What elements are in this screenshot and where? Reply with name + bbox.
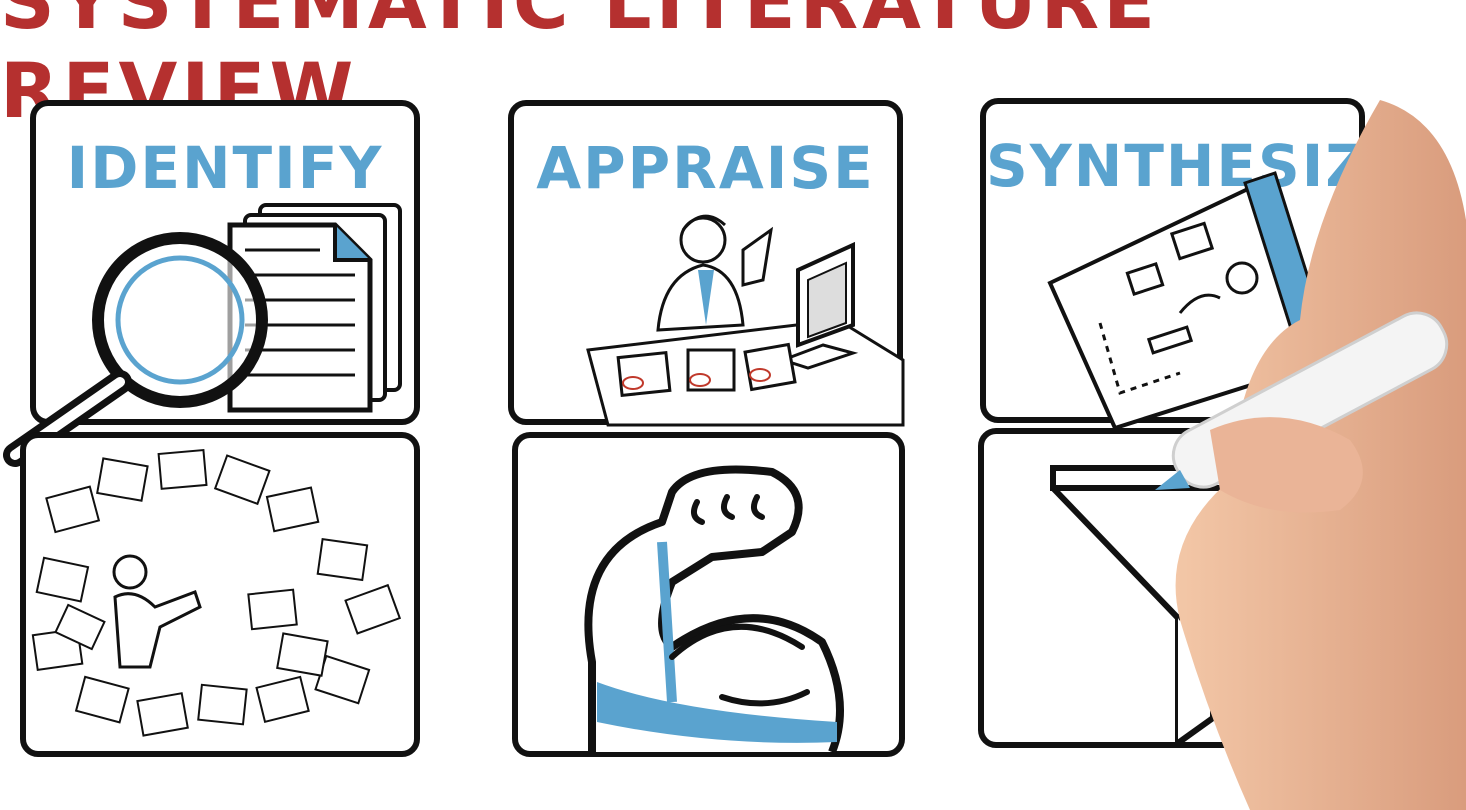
strength-panel: [512, 432, 905, 757]
identify-label: IDENTIFY: [66, 134, 384, 202]
reviewer-at-desk-icon: [586, 214, 905, 427]
synthesize-panel: SYNTHESIZE: [980, 98, 1409, 431]
paper-overload-panel: [20, 432, 420, 757]
hand-with-marker-icon: [1155, 100, 1466, 810]
identify-panel: IDENTIFY: [3, 100, 420, 467]
appraise-panel: APPRAISE: [508, 100, 905, 427]
magnifier-documents-icon: [3, 203, 402, 467]
paper-pile-icon: [31, 448, 402, 737]
appraise-label: APPRAISE: [536, 134, 875, 202]
diagram-title: SYSTEMATIC LITERATURE REVIEW: [0, 0, 1160, 135]
flexed-arm-icon: [584, 465, 844, 754]
